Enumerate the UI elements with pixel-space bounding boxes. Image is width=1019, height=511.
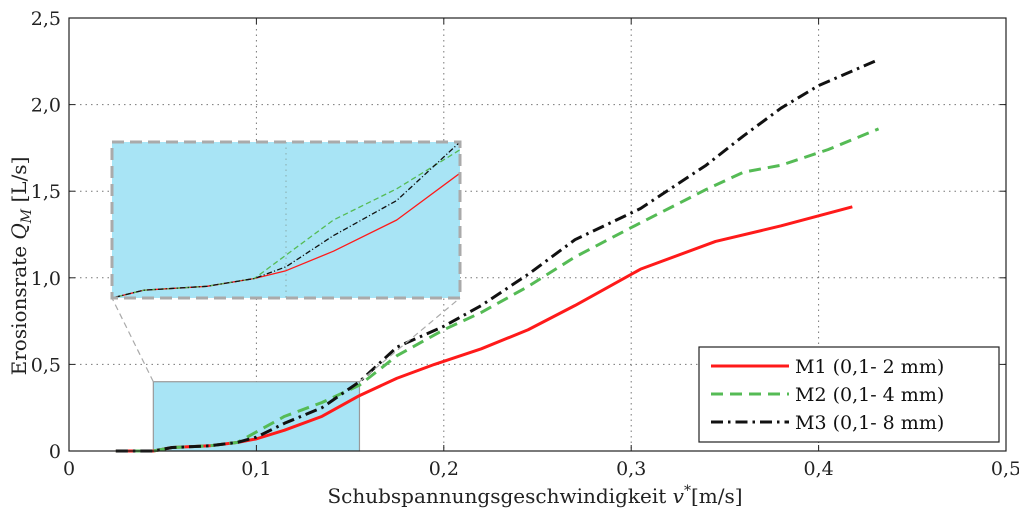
inset-frame	[110, 140, 462, 300]
x-tick-label: 0,5	[991, 458, 1019, 480]
inset-zoom	[110, 140, 462, 383]
zoom-region-box	[152, 381, 361, 452]
series-line-3	[115, 59, 876, 453]
zoom-region	[152, 381, 361, 452]
y-tick-label: 0	[49, 441, 61, 463]
x-tick-label: 0,4	[803, 458, 833, 480]
series-lines	[115, 59, 880, 453]
inset-connector-left	[111, 297, 154, 382]
series-line-3	[112, 142, 460, 298]
y-axis-label: Erosionsrate QM [L/s]	[7, 157, 35, 376]
y-tick-label: 1,0	[31, 268, 61, 290]
plot-frame	[68, 17, 1007, 452]
y-tick-label: 2,5	[31, 8, 61, 30]
y-tick-label: 0,5	[31, 354, 61, 376]
x-tick-label: 0,2	[429, 458, 459, 480]
x-axis-label: Schubspannungsgeschwindigkeit v*[m/s]	[327, 483, 742, 508]
legend-label-3: M3 (0,1- 8 mm)	[795, 412, 944, 434]
grid	[69, 18, 1006, 451]
axes: 0 0,1 0,2 0,3 0,4 0,5 0 0,5 1,0 1,5 2,0 2,5	[31, 8, 1019, 480]
x-tick-label: 0,3	[616, 458, 646, 480]
legend: M1 (0,1- 2 mm) M2 (0,1- 4 mm) M3 (0,1- 8 m…	[698, 346, 1000, 443]
x-tick-label: 0,1	[241, 458, 271, 480]
legend-label-1: M1 (0,1- 2 mm)	[795, 356, 944, 378]
inset-connector-right	[359, 297, 461, 383]
y-tick-label: 1,5	[31, 181, 61, 203]
y-tick-label: 2,0	[31, 95, 61, 117]
legend-label-2: M2 (0,1- 4 mm)	[795, 384, 944, 406]
x-tick-label: 0	[63, 458, 75, 480]
